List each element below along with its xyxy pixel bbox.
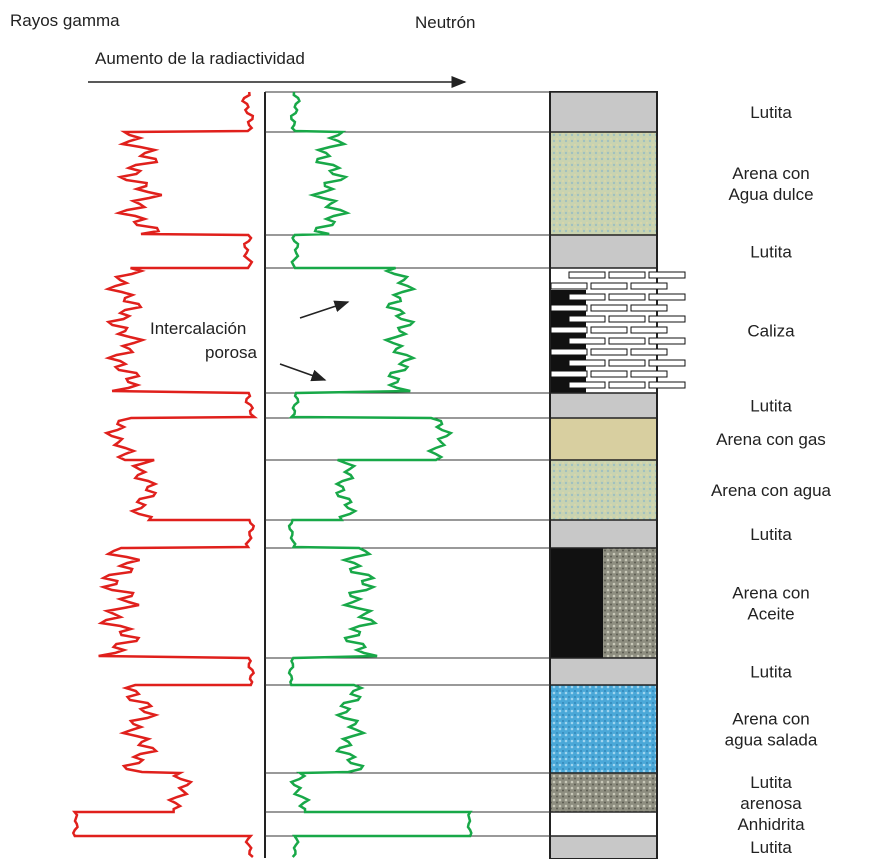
layer-label: Lutita <box>750 773 792 792</box>
brick <box>550 304 588 312</box>
brick <box>608 293 646 301</box>
brick <box>550 370 588 378</box>
brick <box>608 359 646 367</box>
brick <box>568 271 606 279</box>
layer-label: Anhidrita <box>737 815 805 834</box>
brick <box>608 381 646 389</box>
layer-label: Arena con <box>732 710 810 729</box>
layer-label: Arena con <box>732 164 810 183</box>
layer-label: Lutita <box>750 838 792 857</box>
lithology-layer <box>551 132 656 235</box>
brick <box>568 359 606 367</box>
layer-label: Aceite <box>747 605 794 624</box>
lithology-layer <box>551 658 656 685</box>
brick <box>648 271 686 279</box>
brick <box>630 282 668 290</box>
arrow-label: Aumento de la radiactividad <box>95 49 305 68</box>
lithology-layer <box>551 393 656 418</box>
layer-label: Arena con <box>732 584 810 603</box>
layer-label: arenosa <box>740 794 802 813</box>
brick <box>590 348 628 356</box>
brick <box>590 326 628 334</box>
brick <box>630 304 668 312</box>
lithology-layer <box>551 418 656 460</box>
brick <box>648 337 686 345</box>
brick <box>630 326 668 334</box>
layer-label: Lutita <box>750 243 792 262</box>
lithology-layer <box>551 92 656 132</box>
brick <box>568 315 606 323</box>
brick <box>550 282 588 290</box>
brick <box>608 315 646 323</box>
layer-label: Lutita <box>750 103 792 122</box>
annotation: porosa <box>205 343 258 362</box>
lithology-layer <box>551 520 656 548</box>
lithology-oil <box>551 548 603 658</box>
lithology-layer <box>551 460 656 520</box>
brick <box>608 337 646 345</box>
annotation: Intercalación <box>150 319 246 338</box>
brick <box>608 271 646 279</box>
brick <box>648 293 686 301</box>
lithology-layer <box>551 685 656 773</box>
layer-label: agua salada <box>725 731 818 750</box>
brick <box>590 304 628 312</box>
brick <box>630 370 668 378</box>
annotation-arrow <box>299 300 350 319</box>
gamma-header: Rayos gamma <box>10 11 120 30</box>
brick <box>648 381 686 389</box>
brick <box>590 282 628 290</box>
layer-label: Agua dulce <box>728 185 813 204</box>
annotation-arrow <box>279 363 327 382</box>
brick <box>568 293 606 301</box>
brick <box>550 326 588 334</box>
brick <box>550 348 588 356</box>
neutron-curve <box>287 91 473 858</box>
lithology-sand <box>603 548 656 658</box>
lithology-layer <box>551 812 656 836</box>
layer-label: Arena con agua <box>711 481 832 500</box>
neutron-header: Neutrón <box>415 13 475 32</box>
lithology-layer <box>551 836 656 858</box>
layer-label: Arena con gas <box>716 430 826 449</box>
layer-label: Caliza <box>747 322 795 341</box>
brick <box>648 359 686 367</box>
brick <box>568 337 606 345</box>
brick <box>630 348 668 356</box>
lithology-layer <box>551 773 656 812</box>
gamma-curve <box>71 91 258 858</box>
lithology-layer <box>551 235 656 268</box>
layer-label: Lutita <box>750 663 792 682</box>
layer-label: Lutita <box>750 525 792 544</box>
brick <box>648 315 686 323</box>
layer-label: Lutita <box>750 397 792 416</box>
brick <box>568 381 606 389</box>
brick <box>590 370 628 378</box>
